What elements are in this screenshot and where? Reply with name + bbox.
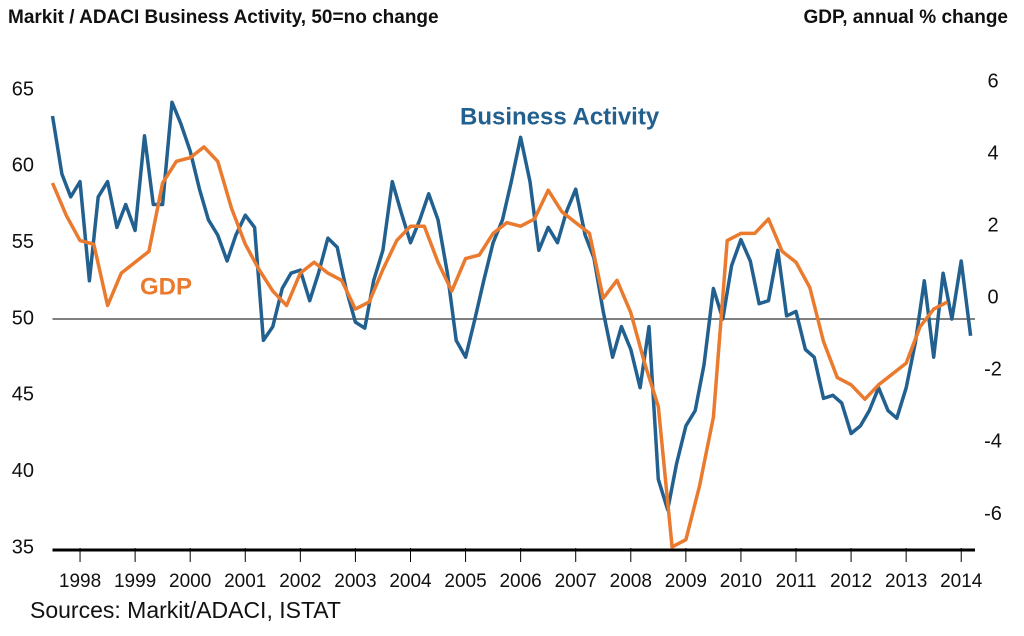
- x-tick-label: 2000: [169, 571, 211, 592]
- y2-tick-label: 4: [987, 142, 998, 164]
- y2-axis-title: GDP, annual % change: [804, 7, 1008, 28]
- y2-tick-label: -4: [984, 431, 1002, 453]
- x-tick-label: 2004: [389, 571, 432, 592]
- x-tick-label: 2007: [555, 571, 597, 592]
- x-tick-label: 2010: [720, 571, 762, 592]
- y-tick-label: 40: [12, 460, 34, 482]
- series-line: [50, 100, 973, 512]
- x-tick-label: 2006: [499, 571, 541, 592]
- x-tick-label: 2005: [444, 571, 486, 592]
- y2-tick-label: 0: [987, 287, 998, 309]
- series-line: [50, 145, 949, 549]
- x-tick-label: 2008: [610, 571, 652, 592]
- y2-tick-label: 6: [987, 70, 998, 92]
- y-tick-label: 60: [12, 155, 34, 177]
- source-note: Sources: Markit/ADACI, ISTAT: [30, 597, 341, 623]
- y-tick-label: 35: [12, 536, 34, 558]
- x-tick-label: 2014: [940, 571, 983, 592]
- x-tick-label: 1998: [59, 571, 101, 592]
- chart-title: Markit / ADACI Business Activity, 50=no …: [8, 7, 439, 28]
- y-tick-label: 45: [12, 384, 34, 406]
- x-tick-label: 2003: [334, 571, 376, 592]
- y2-tick-label: 2: [987, 214, 998, 236]
- y2-tick-label: -6: [984, 503, 1002, 525]
- x-tick-label: 2011: [776, 571, 817, 592]
- x-tick-label: 2002: [279, 571, 321, 592]
- series-label: Business Activity: [460, 103, 660, 130]
- x-tick-label: 1999: [114, 571, 156, 592]
- x-tick-label: 2001: [224, 571, 266, 592]
- x-tick-label: 2009: [665, 571, 707, 592]
- y-tick-label: 55: [12, 231, 34, 253]
- x-tick-label: 2013: [885, 571, 927, 592]
- y-tick-label: 65: [12, 78, 34, 100]
- y2-tick-label: -2: [984, 359, 1002, 381]
- y-tick-label: 50: [12, 307, 34, 329]
- x-tick-label: 2012: [830, 571, 872, 592]
- series-label: GDP: [140, 273, 192, 300]
